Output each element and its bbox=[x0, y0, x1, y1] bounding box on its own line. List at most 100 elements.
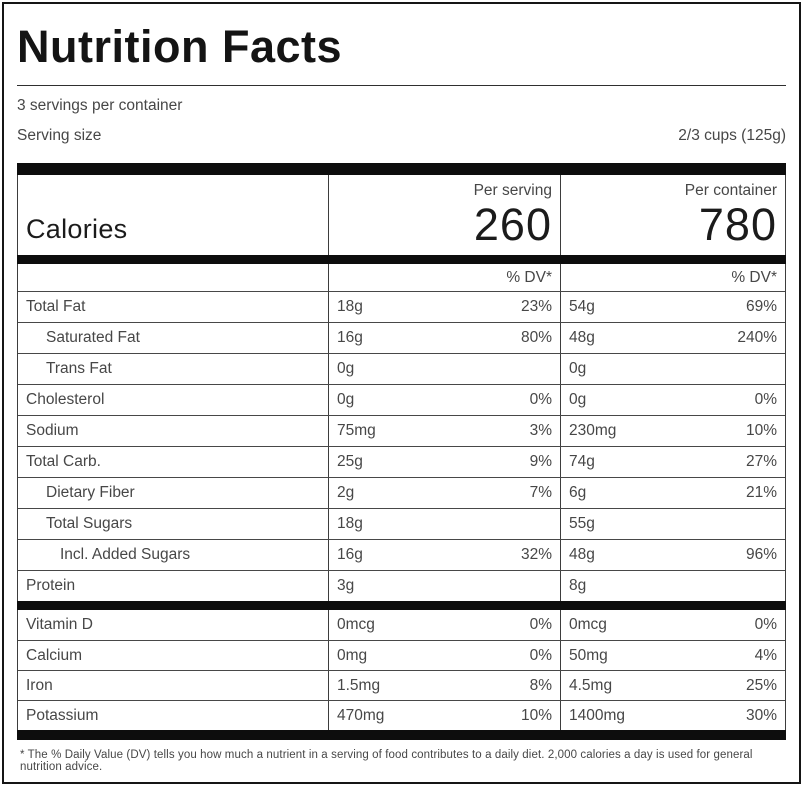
serving-amount: 3g bbox=[337, 577, 355, 594]
table-row: Total Fat 18g 23% 54g 69% bbox=[18, 291, 785, 322]
serving-amount: 75mg bbox=[337, 422, 376, 439]
calories-row: Calories Per serving 260 Per container 7… bbox=[18, 175, 785, 255]
nutrient-name: Vitamin D bbox=[26, 616, 93, 633]
serving-amount: 16g bbox=[337, 329, 363, 346]
nutrient-name: Protein bbox=[26, 577, 76, 594]
servings-per-container: 3 servings per container bbox=[17, 96, 183, 114]
container-dv: 25% bbox=[745, 676, 777, 694]
thick-bar-below-calories bbox=[17, 255, 786, 264]
serving-dv: 32% bbox=[520, 546, 552, 563]
per-serving-label: Per serving bbox=[473, 182, 552, 199]
container-amount: 55g bbox=[569, 515, 595, 532]
serving-dv: 9% bbox=[529, 453, 552, 470]
container-amount: 54g bbox=[569, 298, 595, 315]
container-amount: 0g bbox=[569, 391, 587, 408]
nutrient-name: Dietary Fiber bbox=[46, 484, 135, 501]
container-dv: 0% bbox=[754, 616, 777, 633]
nutrient-name: Calcium bbox=[26, 646, 82, 664]
table-row: Total Sugars 18g 55g bbox=[18, 508, 785, 539]
serving-amount: 0mg bbox=[337, 646, 368, 664]
container-amount: 1400mg bbox=[569, 706, 626, 724]
calories-per-container-cell: Per container 780 bbox=[560, 175, 785, 255]
micronutrient-rows: Vitamin D 0mcg 0% 0mcg 0% Calcium 0mg 0%… bbox=[18, 610, 785, 730]
table-row: Sodium 75mg 3% 230mg 10% bbox=[18, 415, 785, 446]
container-amount: 0g bbox=[569, 360, 587, 377]
page-title: Nutrition Facts bbox=[17, 21, 343, 72]
container-dv: 21% bbox=[745, 484, 777, 501]
serving-size-value: 2/3 cups (125g) bbox=[678, 126, 786, 144]
container-dv: 240% bbox=[737, 329, 777, 346]
container-dv: 96% bbox=[745, 546, 777, 563]
table-row: Iron 1.5mg 8% 4.5mg 25% bbox=[18, 670, 785, 700]
table-row: Dietary Fiber 2g 7% 6g 21% bbox=[18, 477, 785, 508]
daily-value-footnote: * The % Daily Value (DV) tells you how m… bbox=[20, 749, 753, 773]
table-row: Calcium 0mg 0% 50mg 4% bbox=[18, 640, 785, 670]
serving-amount: 1.5mg bbox=[337, 676, 381, 694]
per-container-label: Per container bbox=[684, 182, 777, 199]
serving-dv: 8% bbox=[529, 676, 552, 694]
calories-per-serving-value: 260 bbox=[473, 199, 552, 250]
table-row: Total Carb. 25g 9% 74g 27% bbox=[18, 446, 785, 477]
container-amount: 48g bbox=[569, 546, 595, 563]
serving-amount: 18g bbox=[337, 298, 363, 315]
serving-amount: 470mg bbox=[337, 706, 385, 724]
serving-dv: 0% bbox=[529, 391, 552, 408]
serving-amount: 0mcg bbox=[337, 616, 375, 633]
serving-dv: 3% bbox=[529, 422, 552, 439]
serving-amount: 0g bbox=[337, 391, 355, 408]
serving-amount: 18g bbox=[337, 515, 363, 532]
container-dv: 27% bbox=[745, 453, 777, 470]
nutrition-table: Calories Per serving 260 Per container 7… bbox=[17, 163, 786, 740]
table-row: Incl. Added Sugars 16g 32% 48g 96% bbox=[18, 539, 785, 570]
container-amount: 4.5mg bbox=[569, 676, 613, 694]
title-divider bbox=[17, 85, 786, 86]
calories-per-container-value: 780 bbox=[698, 199, 777, 250]
nutrient-name: Total Fat bbox=[26, 298, 86, 315]
serving-dv: 23% bbox=[520, 298, 552, 315]
calories-per-serving-cell: Per serving 260 bbox=[328, 175, 560, 255]
table-row: Protein 3g 8g bbox=[18, 570, 785, 601]
nutrient-rows: Total Fat 18g 23% 54g 69% Saturated Fat … bbox=[18, 291, 785, 601]
dv-header-per-container: % DV* bbox=[560, 264, 785, 291]
table-row: Saturated Fat 16g 80% 48g 240% bbox=[18, 322, 785, 353]
serving-amount: 0g bbox=[337, 360, 355, 377]
serving-amount: 16g bbox=[337, 546, 363, 563]
container-dv: 4% bbox=[754, 646, 777, 664]
container-dv: 10% bbox=[745, 422, 777, 439]
container-amount: 8g bbox=[569, 577, 587, 594]
container-amount: 74g bbox=[569, 453, 595, 470]
container-amount: 6g bbox=[569, 484, 587, 501]
container-dv: 0% bbox=[754, 391, 777, 408]
nutrient-name: Incl. Added Sugars bbox=[60, 546, 191, 563]
serving-dv: 80% bbox=[520, 329, 552, 346]
container-amount: 48g bbox=[569, 329, 595, 346]
thick-bar-bottom bbox=[17, 730, 786, 740]
container-dv: 30% bbox=[745, 706, 777, 724]
container-amount: 230mg bbox=[569, 422, 617, 439]
nutrient-name: Potassium bbox=[26, 706, 99, 724]
nutrient-name: Iron bbox=[26, 676, 53, 694]
nutrient-name: Saturated Fat bbox=[46, 329, 140, 346]
table-row: Vitamin D 0mcg 0% 0mcg 0% bbox=[18, 610, 785, 640]
nutrient-name: Sodium bbox=[26, 422, 79, 439]
serving-size-label: Serving size bbox=[17, 126, 102, 144]
nutrient-name: Trans Fat bbox=[46, 360, 112, 377]
serving-dv: 7% bbox=[529, 484, 552, 501]
container-amount: 0mcg bbox=[569, 616, 607, 633]
thick-bar-top bbox=[17, 163, 786, 175]
dv-header-row: % DV* % DV* bbox=[18, 264, 785, 291]
container-amount: 50mg bbox=[569, 646, 608, 664]
thick-bar-below-protein bbox=[17, 601, 786, 610]
servings-per-container-line: 3 servings per container bbox=[17, 95, 786, 116]
serving-dv: 0% bbox=[529, 616, 552, 633]
dv-header-per-serving: % DV* bbox=[328, 264, 560, 291]
serving-amount: 25g bbox=[337, 453, 363, 470]
serving-amount: 2g bbox=[337, 484, 355, 501]
calories-label: Calories bbox=[26, 214, 128, 244]
container-dv: 69% bbox=[745, 298, 777, 315]
nutrient-name: Total Carb. bbox=[26, 453, 101, 470]
table-row: Cholesterol 0g 0% 0g 0% bbox=[18, 384, 785, 415]
nutrient-name: Cholesterol bbox=[26, 391, 105, 408]
serving-dv: 0% bbox=[529, 646, 552, 664]
